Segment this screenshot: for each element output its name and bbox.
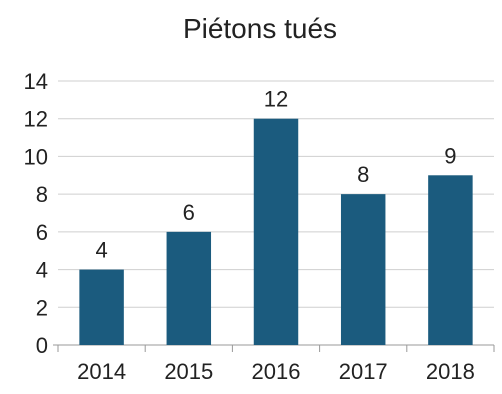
data-label: 8 [357,162,369,187]
x-tick-label: 2017 [339,359,388,384]
data-label: 4 [95,238,107,263]
x-tick-label: 2014 [77,359,126,384]
bar-2016 [253,118,299,345]
x-tick-label: 2016 [252,359,301,384]
y-tick-label: 4 [36,258,48,283]
chart-title: Piétons tués [183,13,337,44]
bar-2014 [79,269,124,345]
y-tick-label: 12 [24,107,48,132]
y-tick-label: 6 [36,220,48,245]
bar-2015 [166,231,212,345]
data-label: 9 [444,143,456,168]
data-label: 6 [183,200,195,225]
bar-2018 [428,175,473,345]
data-label: 12 [264,87,288,112]
tick-labels: 0 2 4 6 8 10 12 14 2014 2015 2016 2017 2018 [24,69,475,384]
y-tick-label: 14 [24,69,48,94]
y-tick-label: 10 [24,144,48,169]
y-tick-label: 8 [36,182,48,207]
y-tick-label: 2 [36,295,48,320]
bars [79,118,473,345]
x-tick-label: 2015 [164,359,213,384]
axes [53,344,495,352]
y-tick-label: 0 [36,333,48,358]
bar-2017 [340,194,386,345]
x-tick-label: 2018 [426,359,475,384]
data-labels: 4 6 12 8 9 [95,87,456,263]
